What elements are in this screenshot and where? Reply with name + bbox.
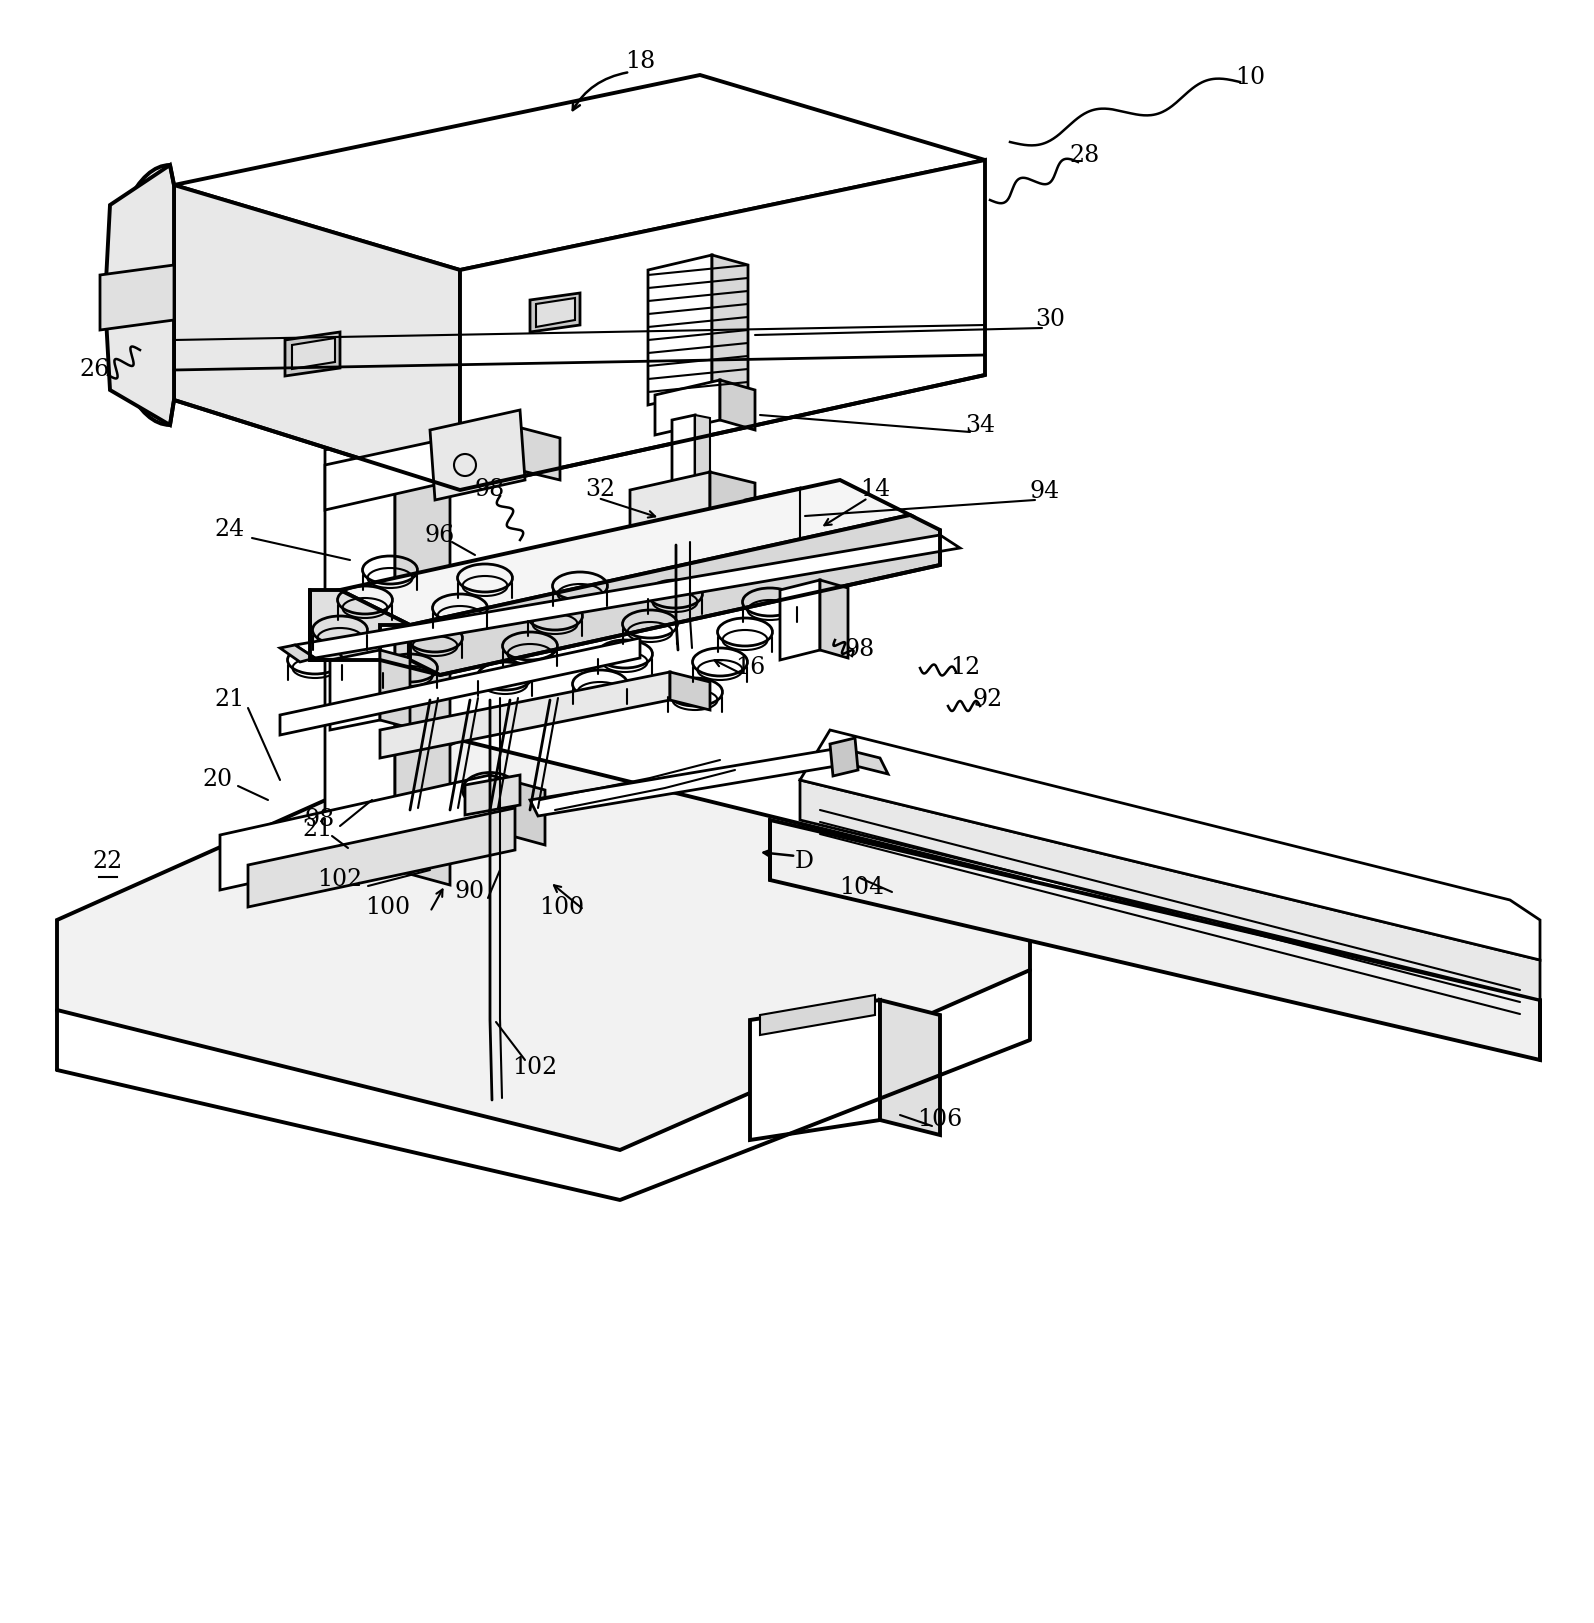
Text: 24: 24: [215, 518, 245, 542]
Polygon shape: [309, 591, 410, 661]
Polygon shape: [800, 730, 1540, 959]
Polygon shape: [713, 255, 748, 398]
Text: 106: 106: [918, 1109, 963, 1131]
Text: 16: 16: [735, 656, 765, 680]
Polygon shape: [220, 776, 489, 889]
Text: 34: 34: [964, 414, 995, 437]
Text: 21: 21: [215, 688, 245, 711]
Polygon shape: [57, 740, 1030, 1151]
Text: D: D: [794, 850, 813, 873]
Text: 12: 12: [950, 656, 980, 680]
Polygon shape: [695, 415, 709, 523]
Polygon shape: [819, 579, 848, 657]
Polygon shape: [325, 430, 395, 889]
Text: 32: 32: [585, 479, 615, 502]
Text: 14: 14: [859, 479, 889, 502]
Polygon shape: [174, 75, 985, 269]
Polygon shape: [330, 649, 379, 730]
Polygon shape: [395, 430, 450, 885]
Polygon shape: [489, 776, 545, 846]
Polygon shape: [461, 161, 985, 490]
Polygon shape: [880, 1000, 940, 1134]
Polygon shape: [760, 995, 875, 1035]
Polygon shape: [669, 672, 709, 709]
Polygon shape: [325, 425, 510, 510]
Polygon shape: [100, 265, 174, 329]
Text: 96: 96: [426, 524, 456, 547]
Text: 104: 104: [840, 876, 885, 899]
Polygon shape: [430, 411, 524, 500]
Text: 21: 21: [303, 818, 333, 841]
Polygon shape: [340, 480, 910, 625]
Polygon shape: [410, 514, 940, 675]
Polygon shape: [281, 638, 641, 735]
Polygon shape: [800, 781, 1540, 1000]
Text: 26: 26: [80, 359, 110, 381]
Text: 94: 94: [1030, 480, 1060, 503]
Polygon shape: [720, 380, 756, 430]
Polygon shape: [751, 1000, 880, 1139]
Polygon shape: [536, 299, 575, 326]
Polygon shape: [529, 748, 848, 816]
Polygon shape: [105, 166, 174, 425]
Polygon shape: [465, 776, 520, 815]
Polygon shape: [379, 672, 669, 758]
Polygon shape: [510, 425, 559, 480]
Text: 90: 90: [454, 881, 485, 904]
Text: 98: 98: [845, 638, 875, 662]
Polygon shape: [779, 579, 819, 661]
Text: 22: 22: [92, 850, 123, 873]
Text: 100: 100: [365, 896, 411, 920]
Text: 102: 102: [317, 868, 362, 891]
Polygon shape: [770, 820, 1540, 1060]
Polygon shape: [292, 338, 335, 368]
Polygon shape: [295, 536, 960, 657]
Polygon shape: [379, 649, 410, 729]
Polygon shape: [174, 185, 461, 490]
Polygon shape: [673, 415, 695, 524]
Text: 20: 20: [202, 769, 233, 792]
Text: 98: 98: [304, 808, 335, 831]
Polygon shape: [281, 644, 316, 662]
Text: 30: 30: [1035, 308, 1065, 331]
Polygon shape: [285, 333, 340, 377]
Text: 92: 92: [972, 688, 1003, 711]
Text: 18: 18: [625, 50, 655, 73]
Polygon shape: [529, 294, 580, 333]
Polygon shape: [830, 738, 858, 776]
Polygon shape: [649, 255, 713, 406]
Polygon shape: [249, 808, 515, 907]
Polygon shape: [630, 472, 709, 563]
Text: 102: 102: [512, 1057, 558, 1079]
Text: 28: 28: [1070, 143, 1100, 167]
Text: 98: 98: [475, 479, 505, 502]
Text: 10: 10: [1235, 67, 1266, 89]
Polygon shape: [840, 748, 888, 774]
Text: 100: 100: [539, 896, 585, 920]
Polygon shape: [709, 472, 756, 557]
Polygon shape: [744, 489, 800, 552]
Polygon shape: [655, 380, 720, 435]
